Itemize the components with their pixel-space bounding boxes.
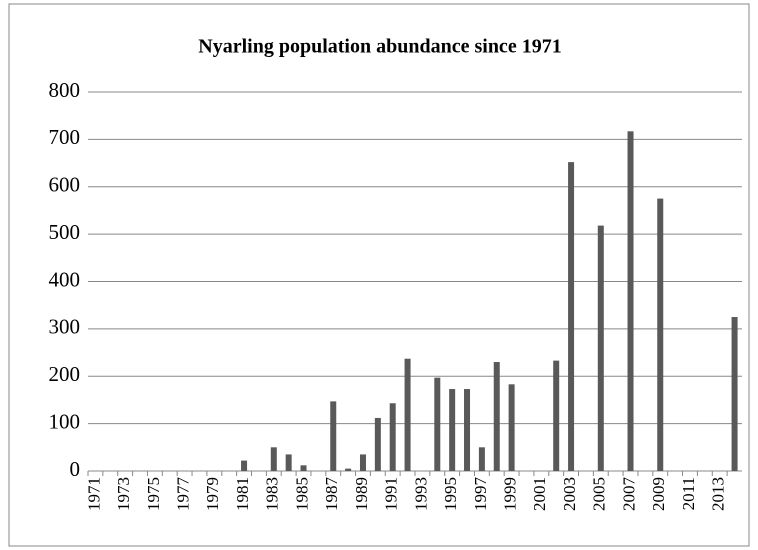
y-tick-label: 100 (49, 409, 81, 433)
x-tick-label: 1983 (263, 477, 282, 511)
x-tick-label: 1989 (352, 477, 371, 511)
y-tick-label: 0 (70, 457, 81, 481)
bar (449, 389, 456, 471)
y-tick-label: 700 (49, 125, 81, 149)
bar (285, 454, 292, 471)
y-tick-label: 300 (49, 315, 81, 339)
bar (389, 403, 396, 471)
x-tick-label: 2005 (590, 477, 609, 511)
bar (374, 417, 381, 471)
bar (568, 162, 575, 472)
x-tick-label: 1995 (441, 477, 460, 511)
x-tick-label: 1971 (84, 477, 103, 511)
chart-border (8, 3, 750, 547)
y-tick-label: 200 (49, 362, 81, 386)
bar (731, 317, 738, 471)
x-tick-label: 2001 (530, 477, 549, 511)
bar (478, 447, 485, 471)
bar (270, 447, 277, 471)
x-tick-label: 2009 (649, 477, 668, 511)
x-tick-label: 1981 (233, 477, 252, 511)
x-tick-label: 1999 (501, 477, 520, 511)
bar (359, 454, 366, 471)
x-tick-label: 1973 (114, 477, 133, 511)
x-tick-label: 1993 (411, 477, 430, 511)
bar (493, 362, 500, 471)
x-tick-label: 1975 (144, 477, 163, 511)
bar (330, 401, 337, 471)
bar (345, 468, 352, 471)
x-tick-label: 1979 (203, 477, 222, 511)
x-tick-label: 2007 (619, 477, 638, 512)
bar (508, 384, 515, 471)
y-tick-label: 400 (49, 267, 81, 291)
chart-title: Nyarling population abundance since 1971 (198, 36, 561, 58)
x-tick-label: 2011 (679, 477, 698, 510)
bar (657, 198, 664, 471)
x-tick-label: 1997 (471, 477, 490, 512)
y-tick-label: 800 (49, 78, 81, 102)
bar (627, 131, 634, 472)
x-tick-label: 1977 (174, 477, 193, 512)
bar (464, 389, 471, 471)
bar (404, 358, 411, 471)
x-tick-label: 2003 (560, 477, 579, 511)
bar (553, 360, 560, 471)
x-tick-label: 1991 (382, 477, 401, 511)
bar (434, 377, 441, 471)
bar (597, 225, 604, 471)
bar (300, 465, 307, 471)
x-tick-label: 1985 (292, 477, 311, 511)
bar (241, 460, 248, 471)
y-tick-label: 500 (49, 220, 81, 244)
x-tick-label: 1987 (322, 477, 341, 512)
x-tick-label: 2013 (709, 477, 728, 511)
y-tick-label: 600 (49, 173, 81, 197)
